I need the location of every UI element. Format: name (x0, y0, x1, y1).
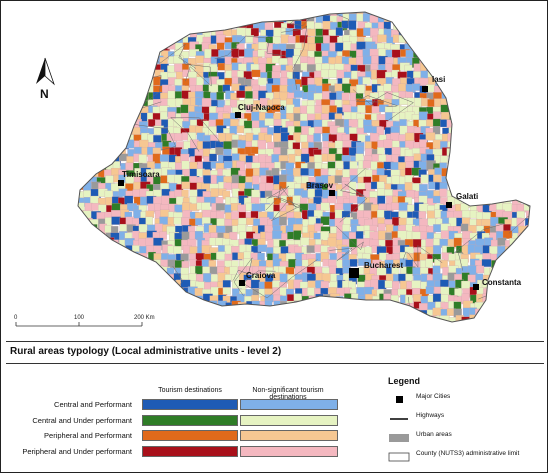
typology-label: Central and Performant (54, 400, 132, 409)
swatch-non-significant (240, 399, 338, 410)
legend-label: County (NUTS3) administrative limit (416, 450, 520, 457)
north-arrow-icon: N (36, 57, 55, 101)
city-label-cluj-napoca: Cluj-Napoca (238, 103, 285, 112)
swatch-tourism (142, 399, 238, 410)
city-label-craiova: Craiova (246, 271, 276, 280)
legend-title: Legend (388, 376, 421, 386)
divider-top (6, 341, 544, 342)
city-label-constanta: Constanta (482, 278, 522, 287)
legend-label: Highways (416, 412, 445, 419)
romania-map: N Iasi Cluj-Napoca Timisoara Brasov Gala… (14, 11, 531, 327)
city-label-iasi: Iasi (432, 75, 445, 84)
city-marker-brasov (329, 190, 335, 196)
black-square-icon (388, 392, 410, 403)
major-cities: Iasi Cluj-Napoca Timisoara Brasov Galati… (118, 75, 522, 290)
map-title: Rural areas typology (Local administrati… (10, 346, 282, 357)
city-marker-constanta (473, 284, 479, 290)
typology-row: Peripheral and Under performant (0, 446, 340, 458)
swatch-tourism (142, 446, 238, 457)
swatch-non-significant (240, 446, 338, 457)
city-marker-bucharest (349, 268, 359, 278)
city-marker-timisoara (118, 180, 124, 186)
typology-label: Central and Under performant (32, 416, 132, 425)
outline-box-icon (388, 449, 410, 462)
scale-tick-0: 0 (14, 315, 18, 321)
city-marker-galati (446, 202, 452, 208)
city-marker-cluj-napoca (235, 112, 241, 118)
typology-label: Peripheral and Performant (44, 431, 132, 440)
swatch-tourism (142, 415, 238, 426)
city-marker-craiova (239, 280, 245, 286)
scale-tick-100: 100 (74, 315, 85, 321)
north-label: N (40, 87, 49, 101)
swatch-tourism (142, 430, 238, 441)
city-label-galati: Galati (456, 192, 478, 201)
typology-row: Peripheral and Performant (0, 430, 340, 442)
city-marker-iasi (422, 86, 428, 92)
legend-item-county-limit: County (NUTS3) administrative limit (384, 449, 544, 462)
legend: Legend Major Cities Highways Urban areas… (384, 372, 544, 468)
country-border (77, 11, 531, 323)
city-label-bucharest: Bucharest (364, 261, 403, 270)
legend-item-major-cities: Major Cities (384, 392, 544, 404)
typology-row: Central and Performant (0, 399, 340, 411)
scale-tick-200: 200 Km (134, 315, 155, 321)
divider-bottom (6, 363, 544, 364)
grey-fill-icon (388, 430, 410, 442)
legend-item-highways: Highways (384, 411, 544, 423)
map-area: N Iasi Cluj-Napoca Timisoara Brasov Gala… (14, 11, 531, 327)
swatch-non-significant (240, 430, 338, 441)
scale-bar: 0 100 200 Km (14, 315, 155, 327)
column-header-tourism: Tourism destinations (158, 387, 222, 394)
legend-label: Major Cities (416, 393, 451, 400)
column-header-non-significant: Non-significant tourism destinations (252, 387, 324, 401)
legend-item-urban-areas: Urban areas (384, 430, 544, 442)
typology-label: Peripheral and Under performant (22, 447, 132, 456)
city-label-timisoara: Timisoara (122, 170, 160, 179)
swatch-non-significant (240, 415, 338, 426)
line-icon (388, 411, 410, 421)
typology-row: Central and Under performant (0, 415, 340, 427)
legend-label: Urban areas (416, 431, 452, 438)
city-label-brasov: Brasov (306, 181, 334, 190)
